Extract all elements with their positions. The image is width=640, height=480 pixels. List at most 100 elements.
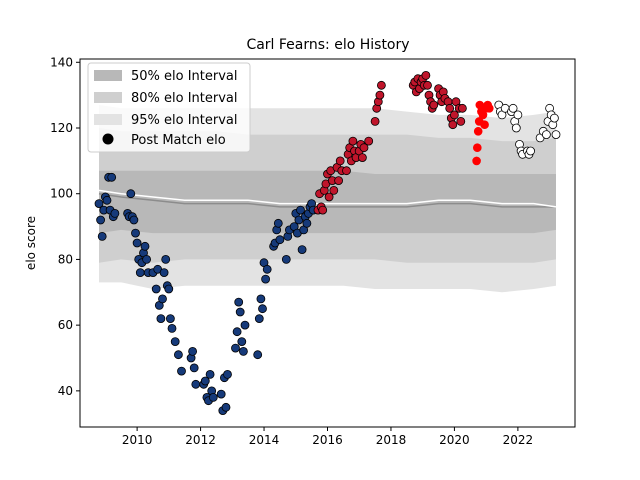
y-tick-label: 60 <box>58 318 73 332</box>
data-point <box>170 337 180 347</box>
data-point <box>359 143 369 153</box>
data-point <box>526 146 535 156</box>
data-point <box>297 245 307 255</box>
data-point <box>261 274 271 284</box>
data-point <box>221 402 231 412</box>
data-point <box>508 103 518 113</box>
data-point <box>513 110 523 120</box>
x-tick-label: 2022 <box>503 433 534 447</box>
x-tick-label: 2016 <box>312 433 343 447</box>
data-point <box>200 376 210 386</box>
band-50-interval <box>99 170 556 234</box>
data-point <box>158 294 167 304</box>
data-point <box>156 314 166 324</box>
mean-line <box>98 189 557 208</box>
data-point <box>262 264 272 274</box>
data-point <box>129 215 139 225</box>
data-point <box>188 346 198 356</box>
data-point <box>421 71 431 80</box>
data-point <box>542 130 551 140</box>
data-point <box>232 327 242 337</box>
legend-label-elo: Post Match elo <box>131 133 226 148</box>
data-point <box>324 192 334 202</box>
x-tick-label: 2010 <box>122 433 153 447</box>
data-point <box>334 176 344 186</box>
data-point <box>223 369 232 379</box>
data-point <box>484 104 494 113</box>
data-point <box>126 189 136 199</box>
data-point <box>189 363 199 373</box>
data-point <box>357 153 367 163</box>
data-point <box>151 284 161 294</box>
data-point <box>473 127 483 136</box>
median-line <box>98 192 556 208</box>
legend-label-50: 50% elo Interval <box>131 69 238 84</box>
data-point <box>318 205 328 215</box>
trend-lines <box>98 189 557 208</box>
y-tick-label: 100 <box>50 187 73 201</box>
data-point <box>449 110 459 120</box>
data-point <box>448 120 458 130</box>
data-point <box>275 235 285 245</box>
data-point <box>140 241 150 251</box>
x-tick-label: 2012 <box>185 433 216 447</box>
data-point <box>167 323 177 333</box>
data-point <box>102 195 112 205</box>
x-tick-label: 2014 <box>249 433 280 447</box>
data-point <box>296 205 305 215</box>
legend-label-80: 80% elo Interval <box>131 91 238 106</box>
data-point <box>237 337 247 347</box>
data-point <box>132 238 142 248</box>
data-point <box>480 120 489 129</box>
data-point <box>550 113 559 123</box>
data-point <box>107 172 117 182</box>
data-point <box>457 103 467 113</box>
data-point <box>234 297 244 307</box>
y-tick-label: 80 <box>58 252 73 266</box>
data-point <box>253 350 263 360</box>
data-point <box>110 208 120 218</box>
x-tick-label: 2020 <box>439 433 470 447</box>
data-point <box>97 231 107 241</box>
chart-title: Carl Fearns: elo History <box>246 37 409 53</box>
data-point <box>258 304 267 314</box>
y-tick-label: 40 <box>58 384 73 398</box>
data-point <box>173 350 183 360</box>
data-point <box>281 254 291 264</box>
data-point <box>551 130 561 140</box>
data-point <box>445 103 455 113</box>
x-axis: 2010 2012 2014 2016 2018 2020 2022 <box>122 427 533 447</box>
y-tick-label: 140 <box>50 55 73 69</box>
legend-swatch-95 <box>94 114 122 125</box>
y-axis-label: elo score <box>24 216 38 270</box>
data-point <box>208 392 218 402</box>
data-point <box>231 343 240 353</box>
data-point <box>164 284 174 294</box>
data-point <box>329 185 339 195</box>
data-point <box>94 199 104 209</box>
data-point <box>131 228 140 238</box>
data-point <box>96 215 105 225</box>
data-point <box>364 136 374 146</box>
data-point <box>511 123 521 133</box>
data-point <box>159 268 169 278</box>
data-point <box>165 314 175 324</box>
data-point <box>256 294 266 304</box>
data-point <box>216 389 226 399</box>
data-point <box>142 254 152 264</box>
y-axis: 40 60 80 100 120 140 <box>50 55 80 398</box>
data-point <box>161 254 171 264</box>
data-points <box>94 71 561 416</box>
data-point <box>205 369 215 379</box>
data-point <box>423 80 432 90</box>
data-point <box>429 100 439 110</box>
legend: 50% elo Interval 80% elo Interval 95% el… <box>87 62 251 153</box>
data-point <box>342 166 351 176</box>
data-point <box>376 80 386 90</box>
data-point <box>177 366 186 376</box>
data-point <box>191 379 201 389</box>
y-tick-label: 120 <box>50 121 73 135</box>
data-point <box>240 320 250 330</box>
data-point <box>370 117 380 126</box>
